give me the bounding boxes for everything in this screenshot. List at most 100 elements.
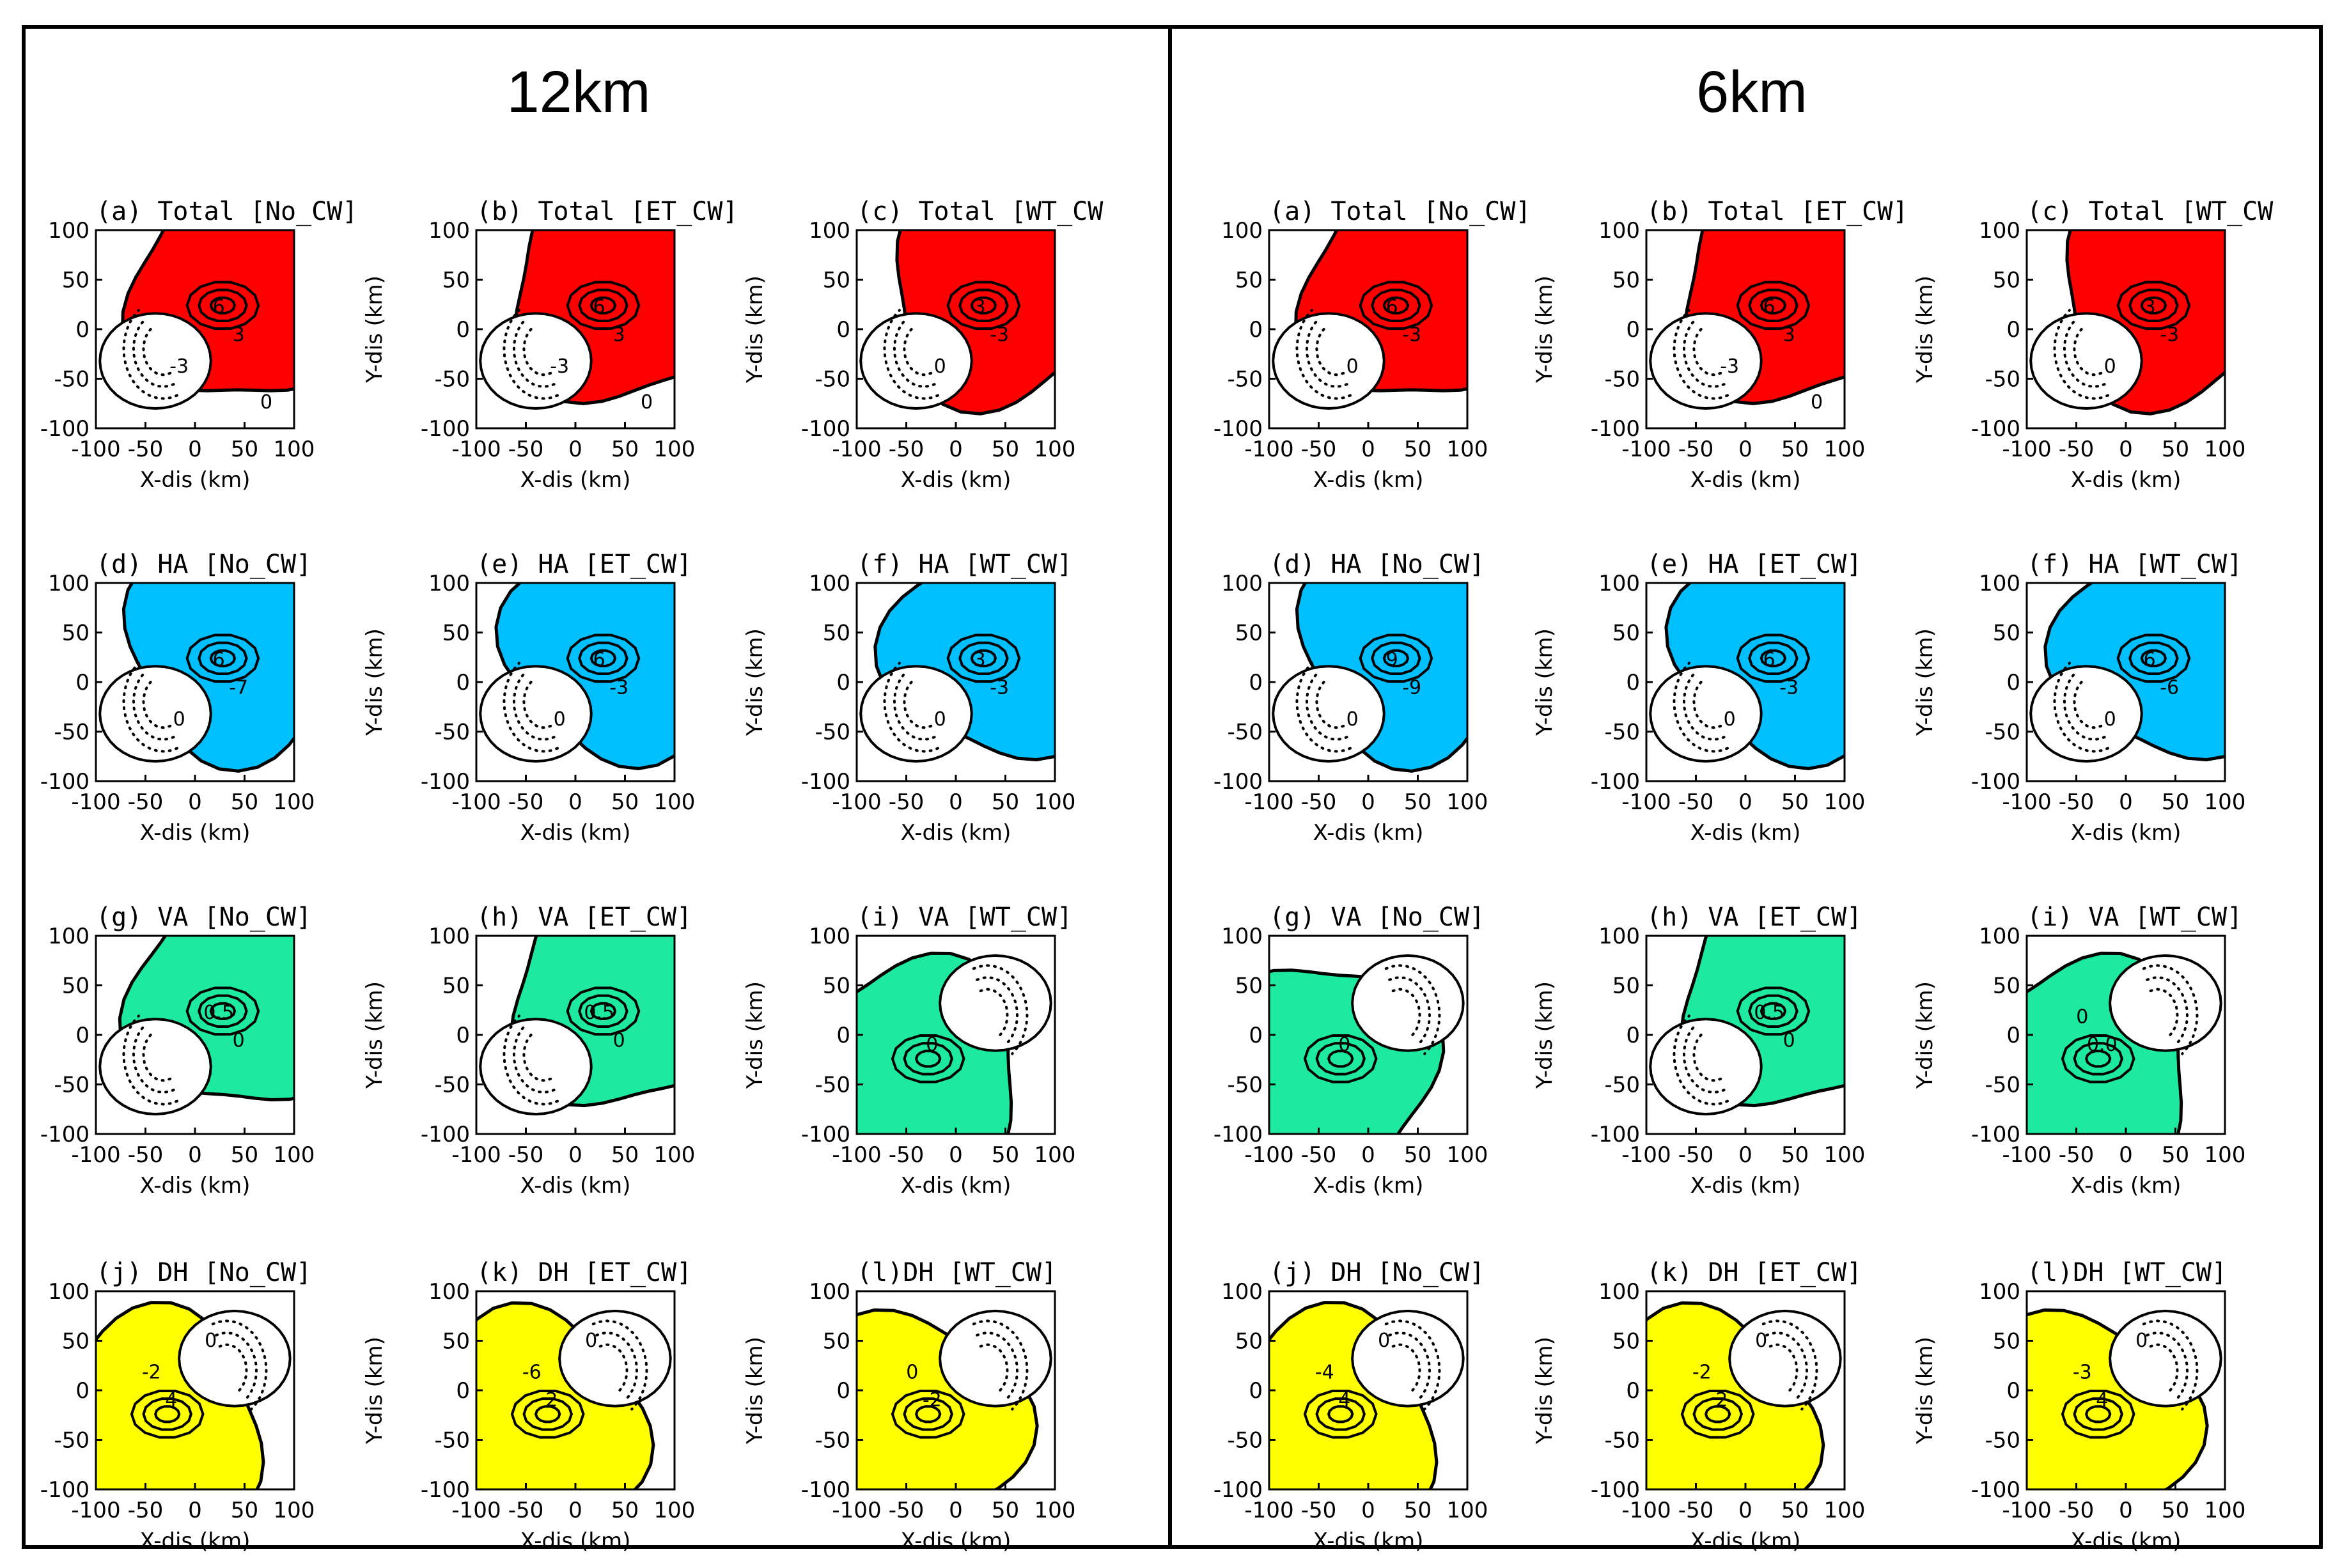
y-tick-label: 50 (62, 268, 90, 293)
y-tick-label: -100 (40, 1477, 90, 1503)
panel-title: (j) DH [No_CW] (96, 1258, 311, 1287)
x-tick-label: 100 (654, 1498, 696, 1523)
negative-contour-line (142, 680, 172, 729)
negative-contour-line (2073, 327, 2103, 376)
negative-contour-line (979, 988, 1009, 1037)
y-tick-label: 100 (1979, 1279, 2020, 1305)
y-tick-label: -50 (1985, 1428, 2020, 1454)
negative-contour-line (503, 309, 559, 400)
positive-contour-line (1680, 1390, 1755, 1439)
positive-contour-line (578, 288, 628, 322)
contour-label: 6 (2144, 649, 2156, 671)
negative-region (1728, 1309, 1842, 1408)
negative-region (178, 1309, 292, 1408)
y-axis-label: Y-dis (km) (1532, 628, 1557, 736)
x-tick-label: 50 (1404, 1498, 1432, 1523)
panel-12km-0-2: 3-3 0 -100-100 -50 -50 0 0 50 50 100 100 X-dis (km)… (742, 197, 1104, 493)
x-tick-label: 0 (2119, 1498, 2133, 1523)
y-tick-label: -50 (54, 1073, 90, 1098)
positive-contour-line (1760, 649, 1787, 667)
negative-region (939, 954, 1052, 1052)
y-axis-label: Y-dis (km) (1912, 981, 1938, 1089)
positive-contour-line (914, 1405, 942, 1424)
y-axis-label: Y-dis (km) (1912, 1337, 1938, 1445)
y-tick-label: 100 (428, 924, 470, 949)
y-tick-label: 50 (442, 268, 470, 293)
x-tick-label: -100 (1621, 1498, 1671, 1523)
y-tick-label: 50 (1235, 268, 1263, 293)
negative-region (1649, 665, 1763, 763)
x-tick-label: 50 (231, 437, 258, 462)
x-tick-label: -100 (2002, 1142, 2051, 1168)
y-tick-label: 0 (1249, 1378, 1263, 1404)
negative-contour-line (2142, 1319, 2199, 1411)
negative-region (2029, 312, 2143, 410)
x-axis-label: X-dis (km) (1690, 467, 1801, 493)
y-tick-label: 100 (428, 1279, 470, 1305)
x-axis-label: X-dis (km) (520, 820, 631, 846)
positive-contour-line (2084, 1050, 2112, 1068)
negative-contour-line (2053, 662, 2109, 753)
x-tick-label: 50 (231, 1498, 258, 1523)
x-tick-label: 100 (1034, 789, 1076, 815)
y-tick-label: 0 (1249, 1023, 1263, 1048)
y-tick-label: -50 (434, 720, 470, 745)
negative-contour-line (1692, 680, 1722, 729)
x-tick-label: 50 (992, 1142, 1019, 1168)
x-tick-label: 0 (188, 1142, 202, 1168)
x-axis-label: X-dis (km) (520, 1173, 631, 1199)
y-tick-label: 100 (48, 571, 90, 596)
panel-contents (1269, 954, 1465, 1134)
x-tick-label: 0 (1738, 789, 1752, 815)
negative-contour-line (132, 318, 175, 388)
x-tick-label: 100 (1824, 1142, 1866, 1168)
negative-region (2109, 1309, 2222, 1408)
x-tick-label: -100 (1621, 789, 1671, 815)
negative-contour-line (132, 1023, 175, 1094)
x-tick-label: 0 (2119, 1142, 2133, 1168)
x-tick-label: 0 (568, 1142, 582, 1168)
panel-6km-1-2: 6-6 0 -100-100 -50 -50 0 0 50 50 100 100 X-dis (km)… (1912, 550, 2245, 846)
y-tick-label: 100 (809, 1279, 850, 1305)
panel-contents (479, 583, 675, 771)
contour-label: 0 (2104, 355, 2116, 378)
negative-contour-line (591, 1319, 648, 1411)
x-tick-label: -50 (128, 1142, 164, 1168)
y-tick-label: -100 (1971, 1122, 2020, 1147)
y-tick-label: 0 (456, 1378, 470, 1404)
filled-region (476, 1301, 655, 1489)
y-tick-label: 0 (456, 670, 470, 695)
x-tick-label: 0 (1738, 437, 1752, 462)
negative-contour-line (1682, 318, 1726, 388)
y-tick-label: 0 (2006, 670, 2020, 695)
x-axis-label: X-dis (km) (140, 1173, 251, 1199)
negative-contour-line (1692, 1033, 1722, 1082)
positive-contour-line (970, 649, 997, 667)
x-tick-label: 100 (654, 789, 696, 815)
y-tick-label: 50 (442, 621, 470, 646)
y-tick-label: 50 (823, 621, 850, 646)
positive-contour-line (589, 649, 617, 667)
panel-6km-3-2: 4-3 0 -100-100 -50 -50 0 0 50 50 100 100 X-dis (km)… (1912, 1258, 2245, 1554)
panel-contents (857, 1308, 1052, 1489)
positive-contour-line (1315, 1042, 1366, 1076)
y-axis-label: Y-dis (km) (362, 1337, 387, 1445)
x-tick-label: 100 (2205, 437, 2246, 462)
contour-label: 0 (2104, 708, 2116, 731)
positive-contour-line (142, 1397, 193, 1431)
x-tick-label: -100 (832, 437, 881, 462)
negative-contour-line (2146, 1331, 2189, 1401)
contour-label: 0.0 (2087, 1034, 2118, 1056)
contour-label: 2 (1715, 1389, 1728, 1411)
positive-contour-line (578, 994, 628, 1028)
negative-contour-line (512, 318, 556, 388)
y-tick-label: -100 (1971, 416, 2020, 442)
x-tick-label: 50 (611, 789, 639, 815)
positive-contour-line (946, 633, 1021, 683)
negative-contour-line (215, 1331, 258, 1401)
y-tick-label: 0 (456, 1023, 470, 1048)
negative-contour-line (512, 1023, 556, 1094)
negative-contour-line (122, 309, 178, 400)
